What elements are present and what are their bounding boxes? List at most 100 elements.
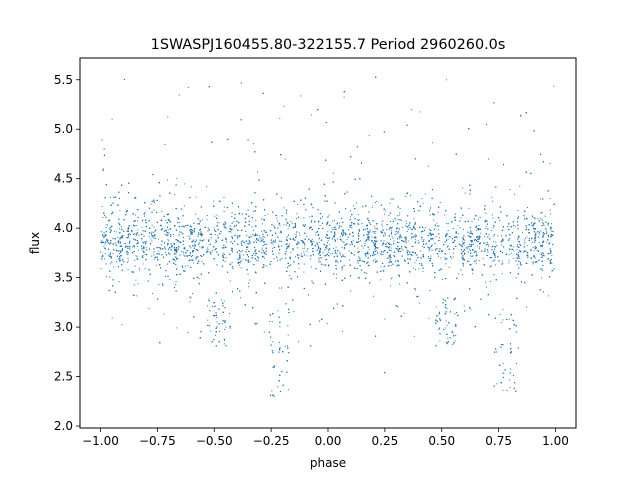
scatter-point xyxy=(190,297,192,299)
scatter-point xyxy=(333,172,335,174)
scatter-point xyxy=(510,253,512,255)
scatter-point xyxy=(200,234,202,236)
scatter-point xyxy=(414,229,416,231)
scatter-point xyxy=(334,236,336,238)
scatter-point xyxy=(485,225,487,227)
scatter-point xyxy=(407,240,409,242)
scatter-point xyxy=(231,247,233,249)
scatter-point xyxy=(406,230,408,232)
scatter-point xyxy=(515,226,517,228)
scatter-point xyxy=(457,233,459,235)
scatter-point xyxy=(359,219,361,221)
scatter-point xyxy=(175,281,177,283)
scatter-point xyxy=(331,227,333,229)
scatter-point xyxy=(540,198,542,200)
scatter-point xyxy=(368,135,370,137)
scatter-point xyxy=(216,321,218,323)
scatter-point xyxy=(137,258,139,260)
scatter-point xyxy=(428,255,430,257)
scatter-point xyxy=(551,223,553,225)
scatter-point xyxy=(126,253,128,255)
scatter-point xyxy=(150,203,152,205)
scatter-point xyxy=(399,212,401,214)
scatter-point xyxy=(166,179,168,181)
scatter-point xyxy=(384,234,386,236)
scatter-point xyxy=(446,325,448,327)
scatter-point xyxy=(215,241,217,243)
scatter-point xyxy=(100,231,102,233)
scatter-point xyxy=(367,265,369,267)
scatter-point xyxy=(259,234,261,236)
scatter-point xyxy=(506,389,508,391)
scatter-point xyxy=(457,225,459,227)
scatter-point xyxy=(336,273,338,275)
scatter-point xyxy=(311,266,313,268)
scatter-point xyxy=(142,263,144,265)
scatter-point xyxy=(384,318,386,320)
scatter-point xyxy=(216,222,218,224)
scatter-point xyxy=(133,284,135,286)
scatter-point xyxy=(519,185,521,187)
scatter-point xyxy=(187,235,189,237)
scatter-point xyxy=(329,244,331,246)
scatter-point xyxy=(415,259,417,261)
scatter-point xyxy=(334,235,335,237)
scatter-point xyxy=(246,259,248,261)
scatter-point xyxy=(104,243,106,245)
scatter-point xyxy=(353,205,355,207)
scatter-point xyxy=(219,330,221,332)
scatter-point xyxy=(461,274,463,276)
scatter-point xyxy=(190,247,192,249)
scatter-point xyxy=(421,245,423,247)
scatter-point xyxy=(369,229,371,231)
scatter-point xyxy=(420,250,422,252)
scatter-point xyxy=(512,246,514,248)
scatter-point xyxy=(424,227,426,229)
scatter-point xyxy=(318,247,320,249)
scatter-point xyxy=(550,213,552,215)
scatter-point xyxy=(339,254,341,256)
scatter-point xyxy=(233,240,235,242)
scatter-point xyxy=(543,254,545,256)
scatter-point xyxy=(488,158,490,160)
scatter-point xyxy=(535,236,537,238)
scatter-point xyxy=(549,241,551,243)
scatter-point xyxy=(119,255,121,257)
scatter-point xyxy=(193,262,195,264)
scatter-point xyxy=(261,266,263,268)
scatter-point xyxy=(238,236,240,238)
scatter-point xyxy=(452,227,454,229)
scatter-point xyxy=(510,368,512,370)
scatter-point xyxy=(462,246,464,248)
scatter-point xyxy=(206,219,208,221)
scatter-point xyxy=(139,269,141,271)
scatter-point xyxy=(190,186,192,188)
scatter-point xyxy=(279,232,281,234)
scatter-point xyxy=(413,218,415,220)
scatter-point xyxy=(410,109,412,111)
scatter-point xyxy=(253,143,255,145)
scatter-point xyxy=(513,249,515,251)
scatter-point xyxy=(508,318,510,320)
scatter-point xyxy=(254,271,256,273)
scatter-point xyxy=(255,240,257,242)
scatter-point xyxy=(207,305,209,307)
scatter-point xyxy=(428,228,430,230)
scatter-point xyxy=(414,262,416,264)
scatter-point xyxy=(135,214,137,216)
scatter-points xyxy=(100,76,555,397)
scatter-point xyxy=(464,192,466,194)
scatter-point xyxy=(374,202,376,204)
scatter-point xyxy=(373,295,375,297)
scatter-point xyxy=(502,389,504,391)
scatter-point xyxy=(159,224,161,226)
scatter-point xyxy=(398,231,400,233)
scatter-point xyxy=(399,283,401,285)
scatter-point xyxy=(440,257,442,259)
scatter-point xyxy=(533,228,535,230)
scatter-point xyxy=(407,254,409,256)
scatter-point xyxy=(178,94,180,96)
scatter-point xyxy=(515,363,517,364)
scatter-point xyxy=(222,252,224,254)
scatter-point xyxy=(448,266,450,268)
